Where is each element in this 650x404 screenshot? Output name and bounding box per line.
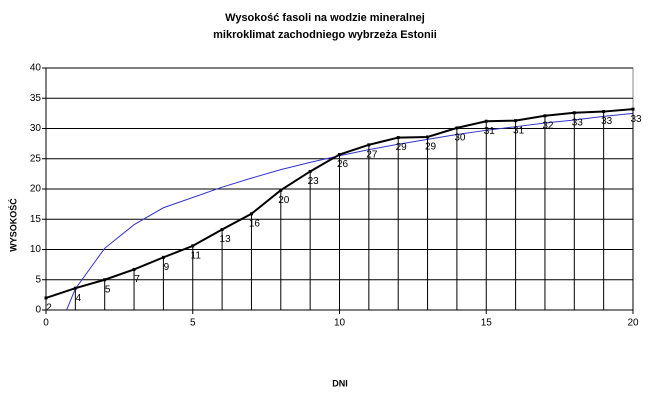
chart-subtitle: mikroklimat zachodniego wybrzeża Estonii (213, 29, 437, 41)
y-axis-title: WYSOKOŚĆ (7, 198, 18, 252)
y-tick-label: 25 (30, 153, 42, 164)
x-tick-label: 5 (190, 318, 196, 329)
point (191, 244, 195, 248)
point (631, 107, 635, 111)
data-label: 9 (164, 262, 170, 273)
point (44, 296, 48, 300)
point (426, 135, 430, 139)
data-label: 26 (337, 159, 349, 170)
data-label: 11 (191, 251, 202, 262)
data-label: 33 (630, 114, 642, 125)
point (338, 153, 341, 157)
data-label: 30 (454, 133, 466, 144)
point (514, 119, 518, 123)
x-axis-title: DNI (332, 378, 348, 388)
trendline (66, 112, 634, 311)
data-label: 31 (484, 126, 496, 137)
point (602, 110, 606, 114)
data-label: 31 (513, 125, 525, 136)
data-label: 29 (425, 142, 437, 153)
data-label: 27 (366, 149, 378, 160)
chart-title: Wysokość fasoli na wodzie mineralnej (225, 12, 425, 24)
y-tick-label: 35 (30, 93, 42, 104)
data-label: 20 (278, 195, 290, 206)
data-label: 33 (572, 117, 584, 128)
point (132, 267, 136, 271)
point (396, 136, 400, 140)
data-label: 23 (308, 176, 320, 187)
y-tick-label: 0 (35, 305, 41, 316)
point (455, 126, 459, 130)
y-tick-label: 15 (30, 214, 42, 225)
x-tick-label: 15 (481, 318, 493, 329)
point (220, 228, 224, 232)
data-label: 33 (601, 116, 613, 127)
y-tick-label: 30 (30, 123, 42, 134)
data-label: 16 (249, 218, 261, 229)
data-label: 32 (542, 120, 554, 131)
data-label: 7 (134, 274, 140, 285)
point (484, 119, 488, 123)
point (572, 111, 576, 115)
y-tick-label: 10 (30, 244, 42, 255)
x-tick-label: 0 (43, 318, 49, 329)
y-tick-label: 20 (30, 184, 42, 195)
x-tick-label: 10 (334, 318, 346, 329)
point (73, 286, 77, 290)
y-tick-label: 5 (35, 274, 41, 285)
data-label: 5 (105, 284, 111, 295)
data-label: 13 (220, 234, 232, 245)
point (249, 212, 253, 216)
point (308, 169, 312, 173)
y-tick-label: 40 (30, 63, 42, 74)
data-label: 4 (76, 293, 82, 304)
point (103, 278, 107, 282)
point (161, 255, 165, 259)
point (543, 114, 547, 118)
data-label: 29 (396, 142, 408, 153)
x-tick-label: 20 (627, 318, 639, 329)
data-label: 2 (46, 303, 52, 314)
point (367, 143, 371, 147)
point (279, 188, 283, 192)
